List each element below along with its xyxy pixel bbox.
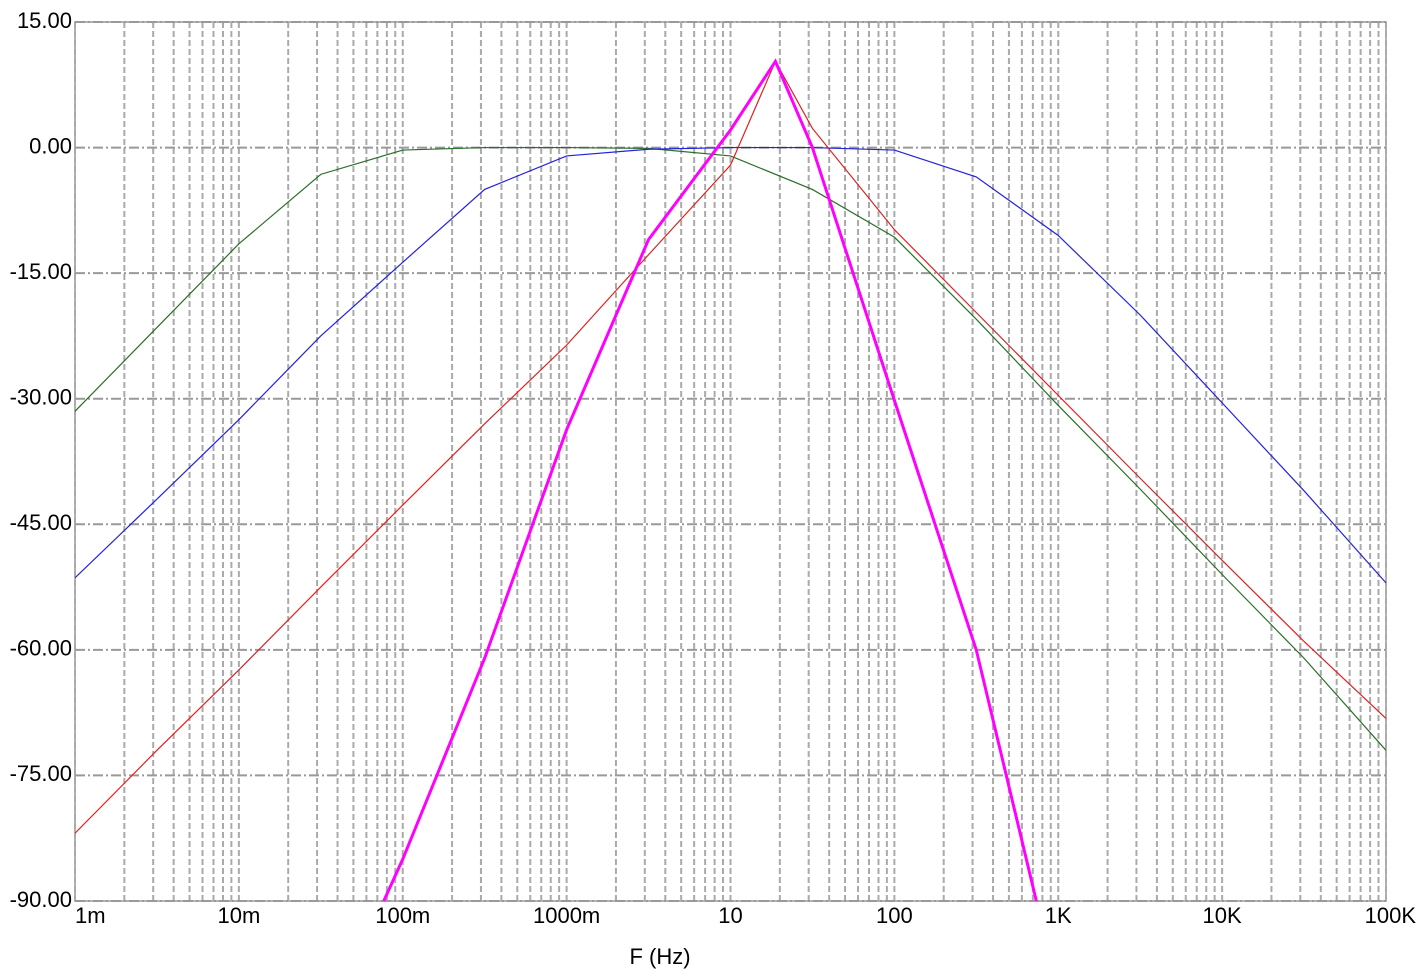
series-line (75, 146, 1386, 584)
x-tick-label: 100K (1365, 903, 1417, 928)
x-tick-label: 10m (217, 903, 260, 928)
y-tick-label: -45.00 (10, 510, 72, 535)
x-tick-label: 1K (1045, 903, 1072, 928)
x-tick-label: 10K (1203, 903, 1242, 928)
x-tick-label: 1000m (533, 903, 600, 928)
y-tick-label: 0.00 (29, 133, 72, 158)
y-tick-label: -30.00 (10, 385, 72, 410)
series-line (75, 146, 1386, 751)
y-tick-label: -90.00 (10, 887, 72, 912)
x-tick-label: 1m (75, 903, 106, 928)
x-axis-label: F (Hz) (629, 944, 690, 969)
y-tick-label: -75.00 (10, 761, 72, 786)
y-tick-label: 15.00 (17, 8, 72, 33)
series-line (75, 59, 1386, 834)
y-tick-label: -15.00 (10, 259, 72, 284)
series-line (382, 58, 1038, 901)
x-tick-label: 100m (375, 903, 430, 928)
y-tick-label: -60.00 (10, 636, 72, 661)
x-tick-label: 10 (718, 903, 742, 928)
x-tick-label: 100 (876, 903, 913, 928)
